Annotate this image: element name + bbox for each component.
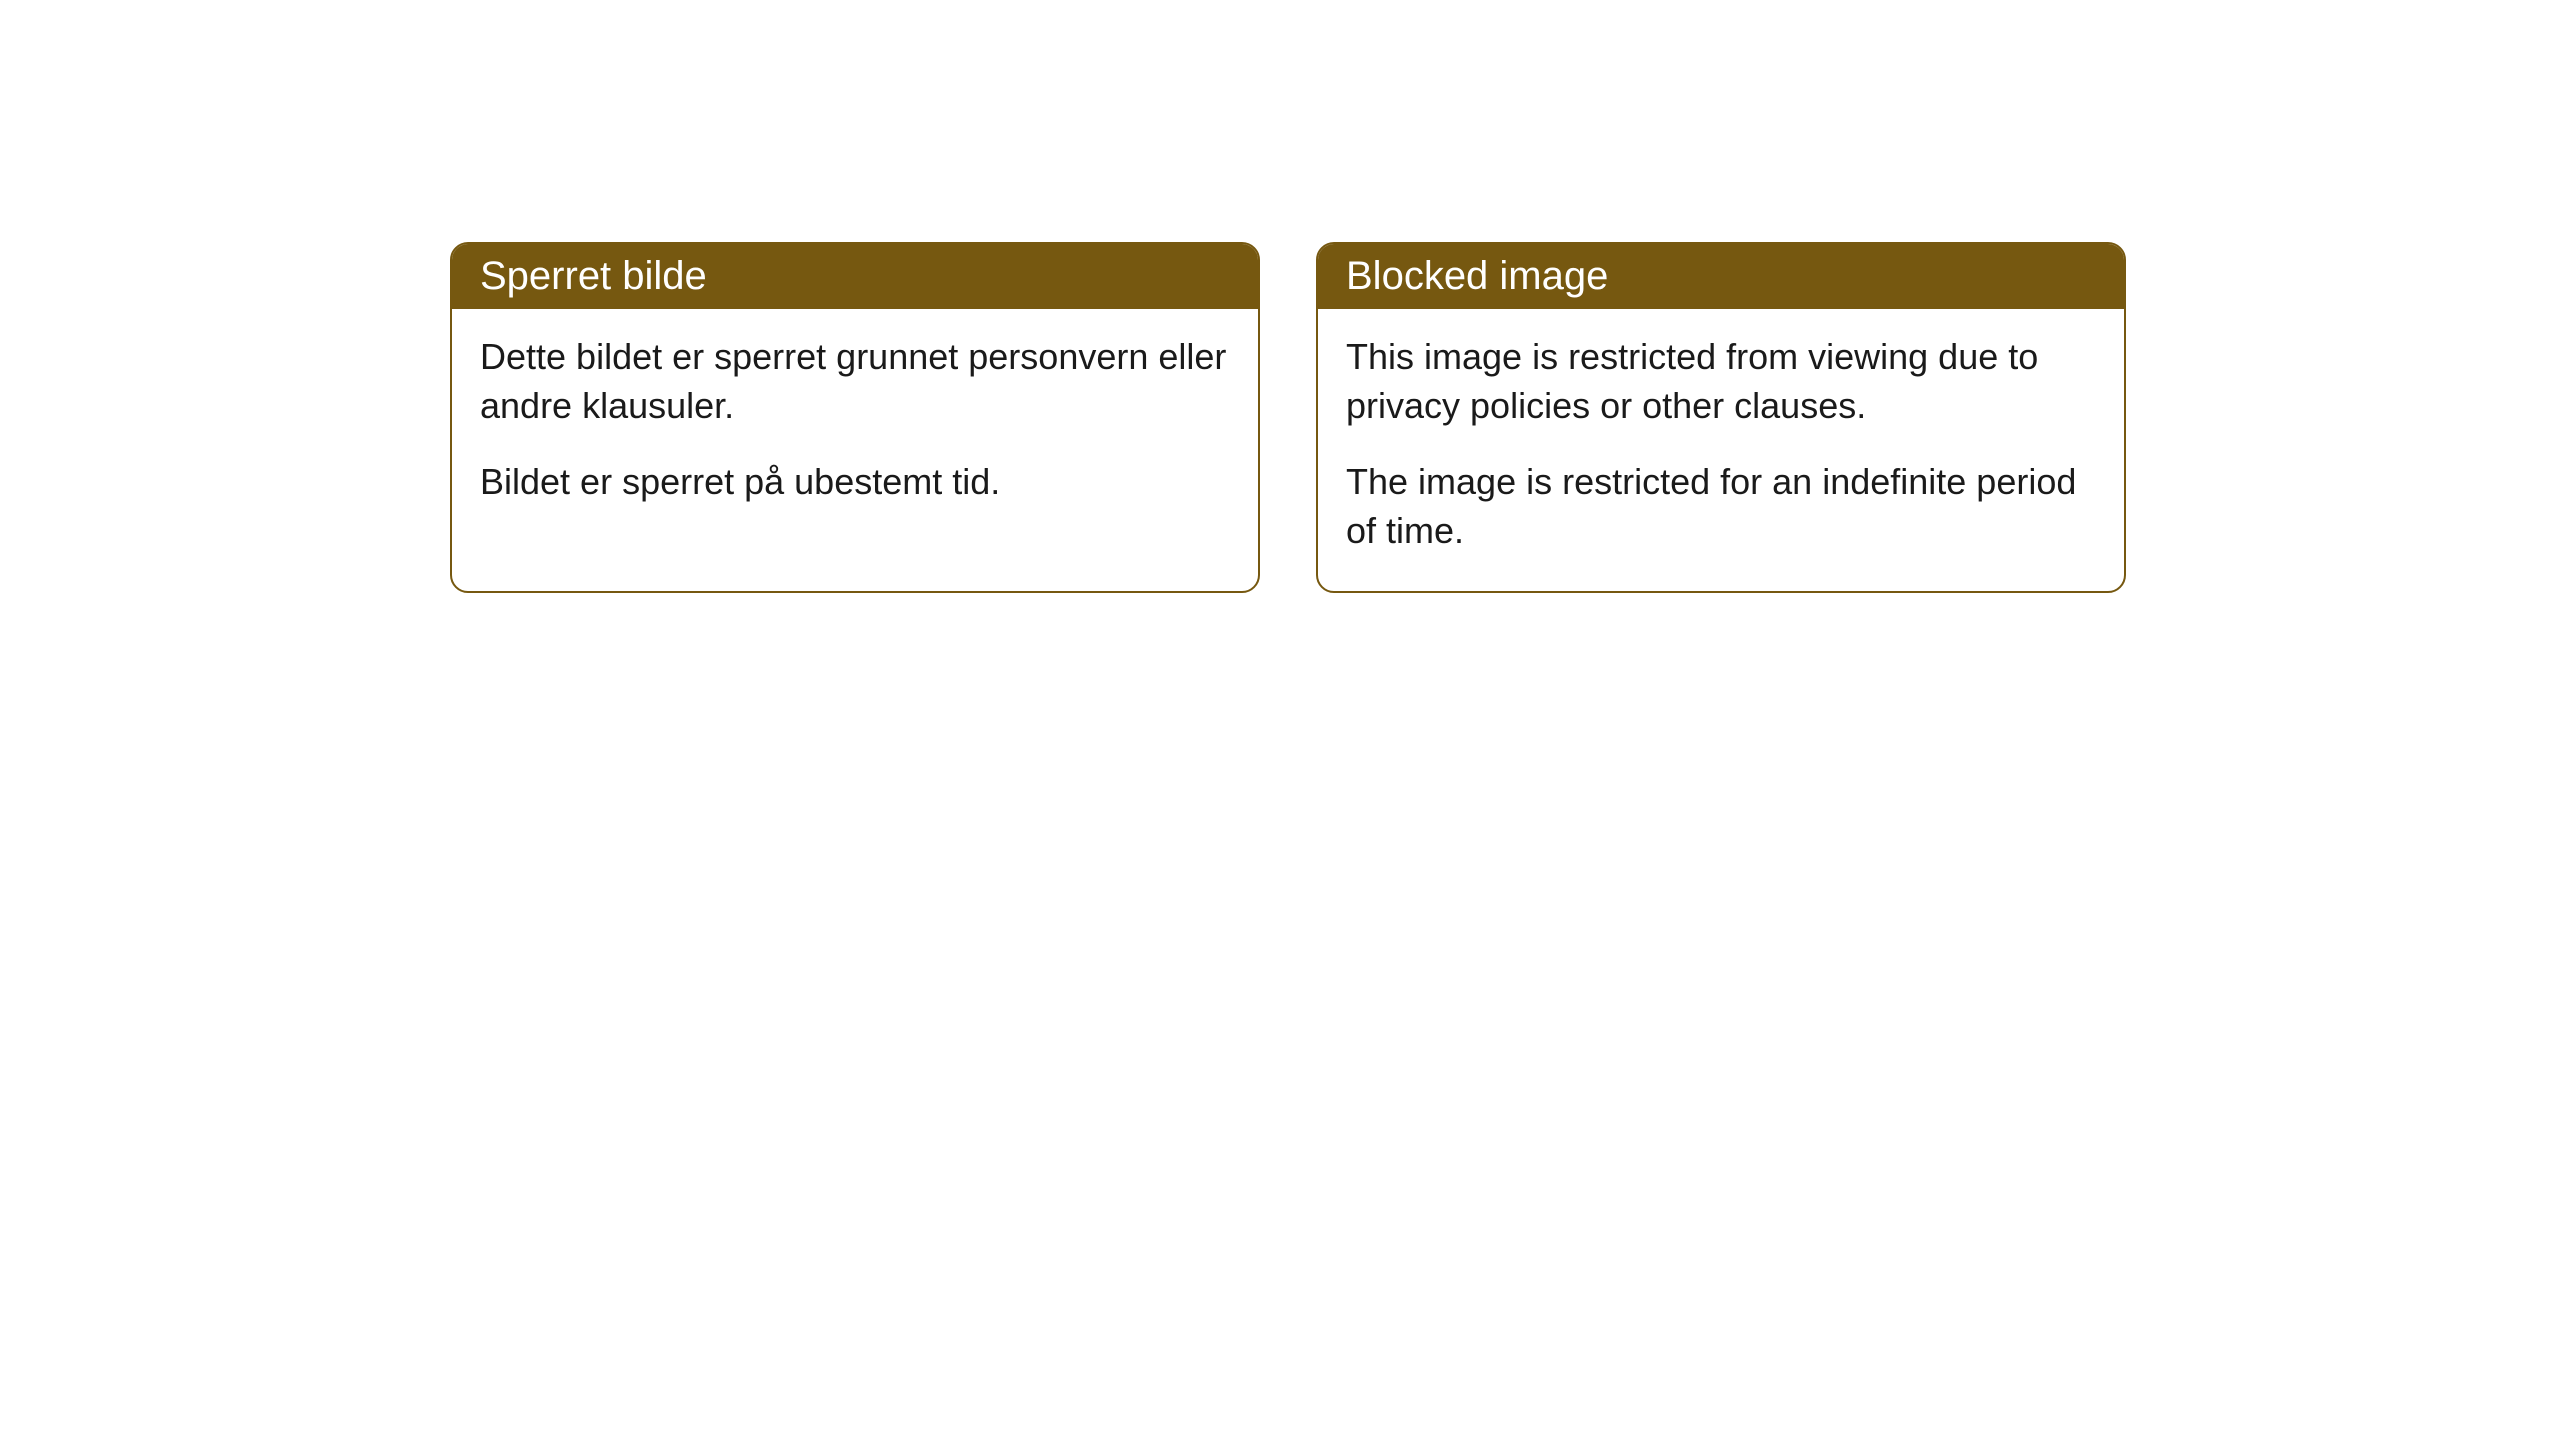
card-header-title: Sperret bilde: [480, 254, 707, 298]
card-body-paragraph: The image is restricted for an indefinit…: [1346, 458, 2096, 555]
card-body-paragraph: This image is restricted from viewing du…: [1346, 333, 2096, 430]
blocked-image-card-english: Blocked image This image is restricted f…: [1316, 242, 2126, 593]
card-header: Sperret bilde: [452, 244, 1258, 309]
notice-cards-container: Sperret bilde Dette bildet er sperret gr…: [450, 242, 2126, 593]
card-body: This image is restricted from viewing du…: [1318, 309, 2124, 591]
card-body-paragraph: Dette bildet er sperret grunnet personve…: [480, 333, 1230, 430]
card-body-paragraph: Bildet er sperret på ubestemt tid.: [480, 458, 1230, 507]
card-header: Blocked image: [1318, 244, 2124, 309]
card-header-title: Blocked image: [1346, 254, 1608, 298]
blocked-image-card-norwegian: Sperret bilde Dette bildet er sperret gr…: [450, 242, 1260, 593]
card-body: Dette bildet er sperret grunnet personve…: [452, 309, 1258, 543]
